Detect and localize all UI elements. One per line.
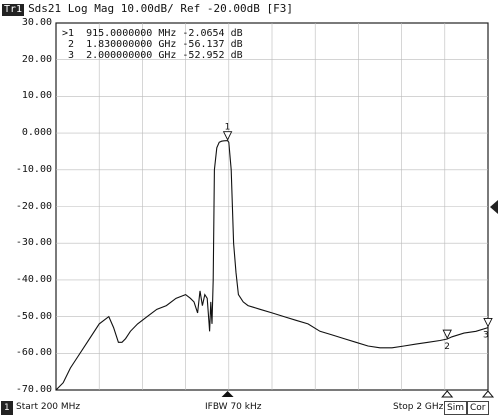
marker-readout-3: 3 2.000000000 GHz -52.952 dB bbox=[62, 50, 243, 61]
marker-position-icon bbox=[441, 390, 454, 398]
y-tick-label: -60.00 bbox=[15, 347, 52, 359]
trace-line bbox=[55, 140, 489, 391]
y-tick-label: -10.00 bbox=[15, 163, 52, 175]
trace-layer bbox=[55, 140, 489, 391]
trace-title-bar[interactable]: Tr1 Sds21 Log Mag 10.00dB/ Ref -20.00dB [… bbox=[2, 2, 500, 16]
y-tick-label: 20.00 bbox=[21, 53, 52, 65]
marker-triangle-icon bbox=[483, 317, 493, 328]
status-bar: 1 Start 200 MHz IFBW 70 kHz Stop 2 GHz S… bbox=[0, 400, 500, 415]
marker-triangle-icon bbox=[222, 131, 233, 141]
marker-triangle-icon bbox=[442, 329, 452, 340]
reference-level-arrow-icon[interactable] bbox=[490, 200, 498, 214]
trace-title-text: Sds21 Log Mag 10.00dB/ Ref -20.00dB [F3] bbox=[28, 2, 293, 15]
stop-frequency[interactable]: Stop 2 GHz bbox=[393, 402, 444, 412]
plot-grid bbox=[55, 22, 489, 391]
trace-tag[interactable]: Tr1 bbox=[2, 4, 25, 16]
marker-label: 3 bbox=[483, 330, 489, 340]
marker-label: 1 bbox=[225, 123, 231, 133]
channel-indicator[interactable]: 1 bbox=[1, 401, 13, 415]
marker-layer: 1 2 3 bbox=[222, 123, 493, 352]
y-tick-label: -20.00 bbox=[15, 200, 52, 212]
cor-indicator: Cor bbox=[467, 401, 489, 415]
active-marker-icon bbox=[221, 391, 234, 397]
axis-markers bbox=[221, 390, 495, 398]
y-tick-label: 0.000 bbox=[21, 127, 52, 139]
sim-indicator: Sim bbox=[444, 401, 467, 415]
marker-position-icon bbox=[481, 390, 495, 398]
marker-label: 2 bbox=[444, 342, 450, 352]
y-tick-label: 10.00 bbox=[21, 90, 52, 102]
y-tick-label: -70.00 bbox=[15, 384, 52, 395]
start-frequency[interactable]: Start 200 MHz bbox=[16, 402, 81, 412]
ifbw-setting[interactable]: IFBW 70 kHz bbox=[205, 402, 262, 412]
marker-readout-2: 2 1.830000000 GHz -56.137 dB bbox=[62, 39, 243, 50]
y-tick-label: 30.00 bbox=[21, 17, 52, 28]
y-tick-label: -50.00 bbox=[15, 310, 52, 322]
y-tick-label: -40.00 bbox=[15, 273, 52, 285]
marker-readout-1: >1 915.0000000 MHz -2.0654 dB bbox=[62, 28, 243, 39]
y-tick-label: -30.00 bbox=[15, 237, 52, 249]
